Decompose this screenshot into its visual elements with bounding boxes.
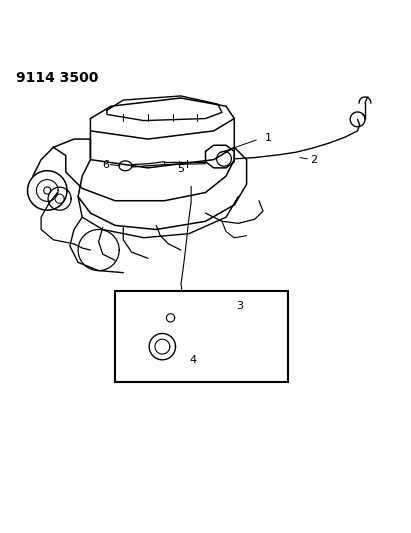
Text: 5: 5 (177, 164, 185, 174)
Text: 4: 4 (189, 355, 196, 365)
Text: 9114 3500: 9114 3500 (16, 71, 99, 85)
Text: 1: 1 (265, 133, 272, 143)
Text: 6: 6 (102, 159, 109, 169)
Bar (115, 291, 288, 382)
Text: 2: 2 (310, 155, 317, 165)
Text: 3: 3 (236, 301, 243, 311)
